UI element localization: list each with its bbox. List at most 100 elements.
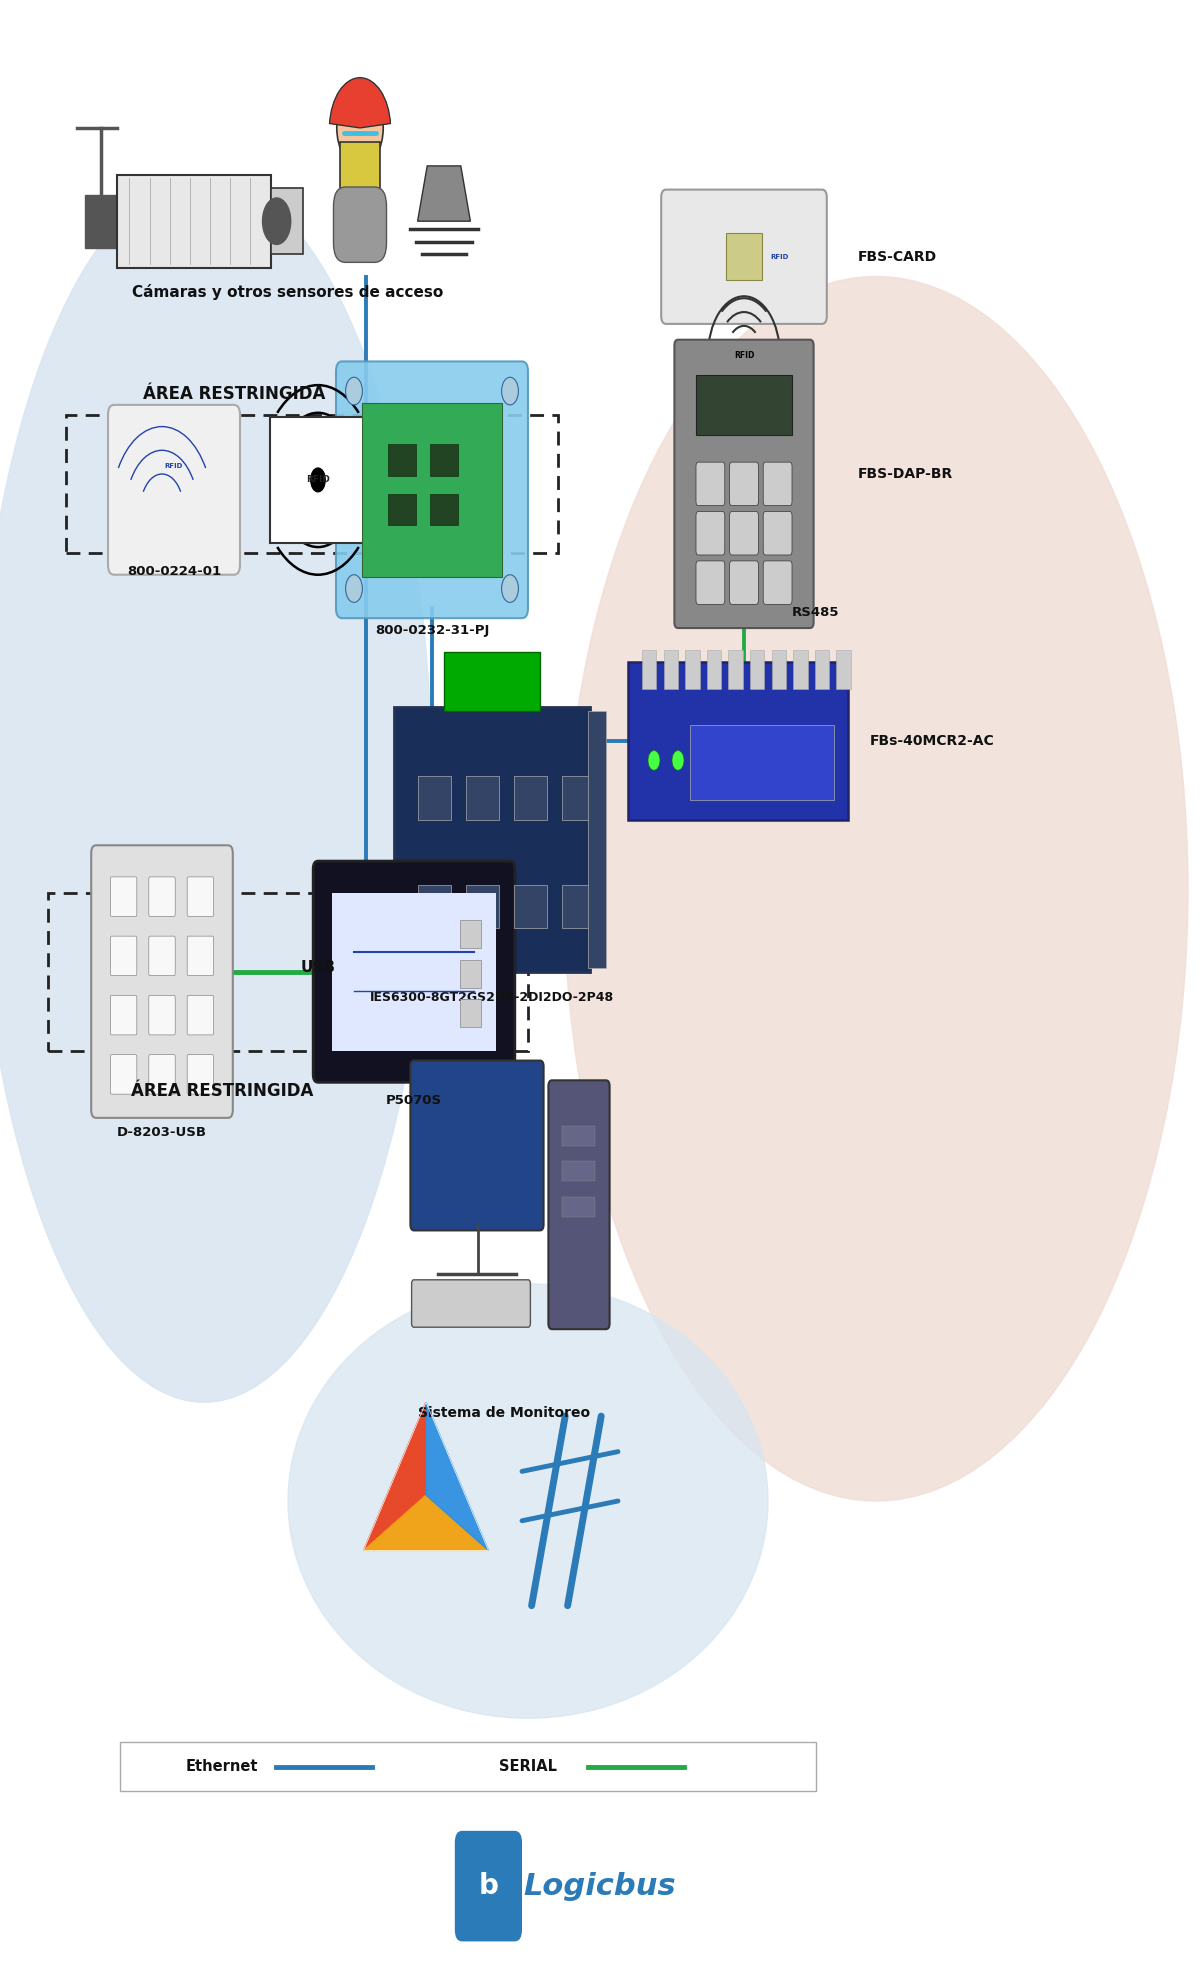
- FancyBboxPatch shape: [394, 707, 590, 972]
- Ellipse shape: [564, 276, 1188, 1501]
- Text: FBS-DAP-BR: FBS-DAP-BR: [858, 466, 953, 482]
- FancyBboxPatch shape: [108, 405, 240, 575]
- FancyBboxPatch shape: [460, 920, 481, 948]
- FancyBboxPatch shape: [187, 936, 214, 976]
- FancyBboxPatch shape: [726, 233, 762, 280]
- FancyBboxPatch shape: [562, 1126, 595, 1146]
- FancyBboxPatch shape: [334, 188, 386, 263]
- Text: RFID: RFID: [306, 476, 330, 484]
- FancyBboxPatch shape: [110, 877, 137, 916]
- FancyBboxPatch shape: [187, 995, 214, 1035]
- FancyBboxPatch shape: [313, 861, 515, 1082]
- Circle shape: [346, 377, 362, 405]
- FancyBboxPatch shape: [696, 561, 725, 604]
- Text: D-8203-USB: D-8203-USB: [118, 1126, 208, 1140]
- FancyBboxPatch shape: [118, 174, 270, 269]
- Wedge shape: [330, 77, 390, 128]
- Text: SERIAL: SERIAL: [499, 1760, 557, 1774]
- FancyBboxPatch shape: [466, 776, 499, 820]
- FancyBboxPatch shape: [270, 417, 366, 543]
- Circle shape: [672, 750, 684, 770]
- Text: 800-0224-01: 800-0224-01: [127, 565, 221, 579]
- FancyBboxPatch shape: [763, 512, 792, 555]
- Text: RFID: RFID: [734, 352, 754, 359]
- Circle shape: [263, 198, 290, 245]
- Text: 800-0232-31-PJ: 800-0232-31-PJ: [374, 624, 490, 638]
- Text: Sistema de Monitoreo: Sistema de Monitoreo: [418, 1406, 590, 1420]
- Text: FBS-CARD: FBS-CARD: [858, 249, 937, 265]
- Circle shape: [337, 89, 383, 166]
- FancyBboxPatch shape: [772, 650, 786, 689]
- FancyBboxPatch shape: [110, 995, 137, 1035]
- FancyBboxPatch shape: [628, 662, 848, 820]
- Circle shape: [311, 468, 325, 492]
- Text: RFID: RFID: [770, 253, 790, 261]
- FancyBboxPatch shape: [336, 361, 528, 618]
- FancyBboxPatch shape: [562, 776, 595, 820]
- Text: FBs-40MCR2-AC: FBs-40MCR2-AC: [870, 733, 995, 749]
- FancyBboxPatch shape: [728, 650, 743, 689]
- FancyBboxPatch shape: [685, 650, 700, 689]
- Text: Cámaras y otros sensores de acceso: Cámaras y otros sensores de acceso: [132, 284, 444, 300]
- Polygon shape: [426, 1402, 488, 1550]
- FancyBboxPatch shape: [696, 462, 725, 506]
- Text: RFID: RFID: [164, 462, 184, 470]
- FancyBboxPatch shape: [466, 885, 499, 928]
- FancyBboxPatch shape: [661, 190, 827, 324]
- FancyBboxPatch shape: [332, 893, 496, 1051]
- FancyBboxPatch shape: [460, 999, 481, 1027]
- Text: USB: USB: [300, 960, 336, 976]
- FancyBboxPatch shape: [730, 512, 758, 555]
- FancyBboxPatch shape: [562, 1197, 595, 1217]
- FancyBboxPatch shape: [750, 650, 764, 689]
- FancyBboxPatch shape: [388, 444, 416, 476]
- FancyBboxPatch shape: [270, 188, 302, 255]
- Circle shape: [648, 750, 660, 770]
- FancyBboxPatch shape: [730, 462, 758, 506]
- Polygon shape: [85, 196, 118, 247]
- Polygon shape: [364, 1402, 426, 1550]
- FancyBboxPatch shape: [91, 845, 233, 1118]
- FancyBboxPatch shape: [187, 1055, 214, 1094]
- Circle shape: [502, 377, 518, 405]
- FancyBboxPatch shape: [455, 1831, 522, 1941]
- FancyBboxPatch shape: [412, 1280, 530, 1327]
- Ellipse shape: [0, 178, 432, 1402]
- FancyBboxPatch shape: [430, 494, 458, 525]
- FancyBboxPatch shape: [690, 725, 834, 800]
- FancyBboxPatch shape: [696, 512, 725, 555]
- FancyBboxPatch shape: [815, 650, 829, 689]
- FancyBboxPatch shape: [730, 561, 758, 604]
- FancyBboxPatch shape: [418, 885, 451, 928]
- Text: IES6300-8GT2GS2HS-2DI2DO-2P48: IES6300-8GT2GS2HS-2DI2DO-2P48: [370, 991, 614, 1005]
- FancyBboxPatch shape: [763, 462, 792, 506]
- Polygon shape: [418, 166, 470, 221]
- FancyBboxPatch shape: [514, 885, 547, 928]
- FancyBboxPatch shape: [418, 776, 451, 820]
- Circle shape: [346, 575, 362, 602]
- Text: ÁREA RESTRINGIDA: ÁREA RESTRINGIDA: [143, 385, 325, 403]
- FancyBboxPatch shape: [149, 877, 175, 916]
- FancyBboxPatch shape: [149, 995, 175, 1035]
- FancyBboxPatch shape: [696, 375, 792, 434]
- Text: P5070S: P5070S: [386, 1094, 442, 1108]
- FancyBboxPatch shape: [362, 403, 502, 577]
- Text: Logicbus: Logicbus: [523, 1872, 677, 1900]
- FancyBboxPatch shape: [149, 1055, 175, 1094]
- Text: Ethernet: Ethernet: [186, 1760, 258, 1774]
- Circle shape: [696, 750, 708, 770]
- FancyBboxPatch shape: [340, 142, 380, 209]
- FancyBboxPatch shape: [110, 936, 137, 976]
- FancyBboxPatch shape: [149, 936, 175, 976]
- Circle shape: [720, 750, 732, 770]
- FancyBboxPatch shape: [763, 561, 792, 604]
- FancyBboxPatch shape: [460, 960, 481, 988]
- FancyBboxPatch shape: [588, 711, 606, 968]
- FancyBboxPatch shape: [562, 1161, 595, 1181]
- FancyBboxPatch shape: [110, 1055, 137, 1094]
- Circle shape: [502, 575, 518, 602]
- FancyBboxPatch shape: [707, 650, 721, 689]
- FancyBboxPatch shape: [674, 340, 814, 628]
- FancyBboxPatch shape: [793, 650, 808, 689]
- FancyBboxPatch shape: [430, 444, 458, 476]
